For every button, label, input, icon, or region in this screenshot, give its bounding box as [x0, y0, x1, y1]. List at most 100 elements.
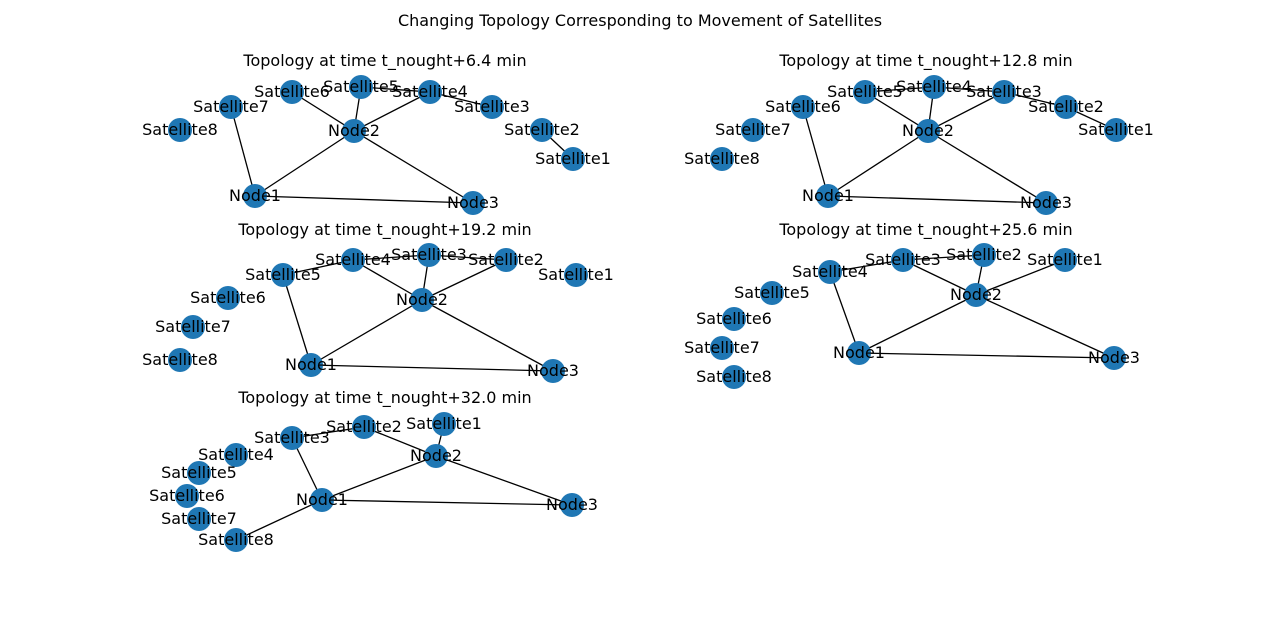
node-label: Satellite7: [161, 509, 237, 528]
node-satellite4: [341, 248, 365, 272]
node-node2: [964, 283, 988, 307]
edge-satellite2-node2: [363, 426, 437, 457]
node-satellite5: [271, 263, 295, 287]
node-label: Satellite7: [715, 120, 791, 139]
node-satellite1: [1053, 248, 1077, 272]
edge-satellite3-satellite2: [902, 254, 985, 261]
node-label: Satellite5: [245, 265, 321, 284]
node-satellite5: [760, 281, 784, 305]
node-satellite5: [853, 80, 877, 104]
node-satellite1: [432, 412, 456, 436]
edge-node1-node2: [827, 130, 929, 197]
topology-panel-3: Topology at time t_nought+19.2 min Satell…: [142, 220, 614, 383]
edge-node1-node3: [254, 195, 474, 204]
node-label: Satellite7: [193, 97, 269, 116]
node-label: Node1: [229, 186, 281, 205]
edge-satellite3-node2: [902, 259, 977, 296]
node-label: Satellite8: [142, 350, 218, 369]
node-satellite6: [216, 286, 240, 310]
node-satellite6: [280, 80, 304, 104]
node-label: Satellite8: [142, 120, 218, 139]
node-label: Node1: [833, 343, 885, 362]
node-label: Satellite1: [1078, 120, 1154, 139]
node-satellite2: [972, 243, 996, 267]
node-node3: [1034, 191, 1058, 215]
node-satellite2: [494, 248, 518, 272]
node-satellite4: [922, 75, 946, 99]
node-label: Satellite5: [734, 283, 810, 302]
topology-panel-4: Topology at time t_nought+25.6 min Satell…: [684, 220, 1140, 389]
node-label: Satellite1: [538, 265, 614, 284]
node-satellite1: [564, 263, 588, 287]
node-satellite6: [791, 95, 815, 119]
topology-panel-2: Topology at time t_nought+12.8 min Satell…: [684, 51, 1154, 215]
edge-node2-node3: [975, 294, 1115, 359]
edge-satellite4-satellite3: [829, 259, 904, 273]
edge-node2-node3: [421, 299, 554, 372]
panel-title: Topology at time t_nought+19.2 min: [237, 220, 531, 240]
node-label: Satellite4: [392, 82, 468, 101]
node-satellite3: [992, 80, 1016, 104]
node-satellite4: [418, 80, 442, 104]
node-label: Node1: [285, 355, 337, 374]
node-node1: [816, 184, 840, 208]
node-label: Node3: [527, 361, 579, 380]
node-label: Satellite4: [315, 250, 391, 269]
node-satellite1: [561, 147, 585, 171]
node-label: Satellite4: [896, 77, 972, 96]
node-satellite7: [181, 315, 205, 339]
node-node2: [424, 444, 448, 468]
edge-satellite2-node2: [421, 259, 507, 301]
node-label: Satellite5: [323, 77, 399, 96]
edge-node2-node3: [435, 455, 573, 506]
node-label: Satellite3: [966, 82, 1042, 101]
node-satellite7: [710, 336, 734, 360]
edge-node2-node3: [927, 130, 1047, 204]
node-label: Node2: [410, 446, 462, 465]
node-node2: [916, 119, 940, 143]
node-label: Node1: [296, 490, 348, 509]
panel-title: Topology at time t_nought+32.0 min: [237, 388, 531, 408]
node-label: Satellite2: [1028, 97, 1104, 116]
node-node1: [299, 353, 323, 377]
node-label: Node1: [802, 186, 854, 205]
panel-title: Topology at time t_nought+6.4 min: [242, 51, 526, 71]
node-label: Satellite6: [190, 288, 266, 307]
node-node1: [310, 488, 334, 512]
node-satellite6: [722, 307, 746, 331]
panel-title: Topology at time t_nought+12.8 min: [778, 51, 1072, 71]
node-label: Satellite5: [161, 463, 237, 482]
edge-satellite4-node2: [352, 259, 423, 301]
node-label: Satellite7: [684, 338, 760, 357]
node-node3: [1102, 346, 1126, 370]
node-satellite5: [187, 461, 211, 485]
node-label: Node3: [546, 495, 598, 514]
edge-satellite7-node1: [230, 106, 256, 197]
node-label: Satellite1: [535, 149, 611, 168]
edge-satellite1-node2: [975, 259, 1066, 296]
node-satellite2: [1054, 95, 1078, 119]
node-label: Satellite8: [198, 530, 274, 549]
edge-satellite3-node2: [927, 91, 1005, 132]
edge-node1-node2: [310, 299, 423, 366]
edge-node1-node2: [858, 294, 977, 354]
node-node2: [342, 119, 366, 143]
node-satellite6: [175, 484, 199, 508]
edge-satellite4-node2: [353, 91, 431, 132]
node-satellite8: [168, 118, 192, 142]
node-label: Satellite3: [254, 428, 330, 447]
edge-satellite6-node2: [291, 91, 355, 132]
node-label: Satellite2: [946, 245, 1022, 264]
node-label: Satellite2: [504, 120, 580, 139]
node-satellite5: [349, 75, 373, 99]
edge-satellite3-satellite2: [291, 426, 365, 439]
node-label: Satellite3: [454, 97, 530, 116]
node-satellite7: [219, 95, 243, 119]
node-label: Satellite4: [792, 262, 868, 281]
node-label: Satellite6: [254, 82, 330, 101]
node-label: Node3: [447, 193, 499, 212]
edge-node1-node3: [321, 499, 573, 506]
node-satellite3: [480, 95, 504, 119]
node-label: Satellite6: [696, 309, 772, 328]
